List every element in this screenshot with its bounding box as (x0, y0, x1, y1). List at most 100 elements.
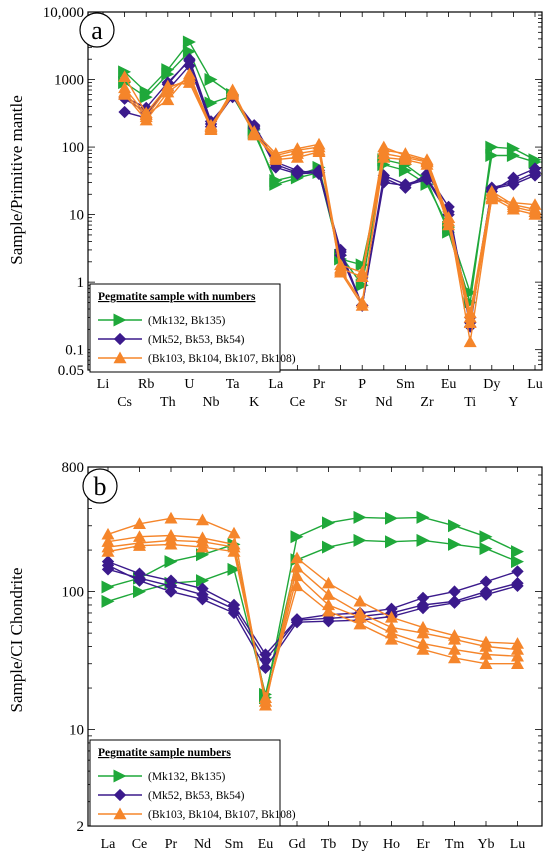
green-triangle-marker (385, 511, 398, 525)
x-tick-label: Sr (334, 395, 347, 410)
orange-triangle-marker (506, 196, 520, 208)
orange-triangle-marker (322, 604, 335, 617)
orange-triangle-marker (259, 691, 272, 703)
x-tick-label: Nd (375, 395, 392, 410)
green-triangle-marker (511, 555, 524, 569)
purple-diamond-marker (113, 788, 127, 802)
orange-triangle-marker (463, 335, 477, 348)
orange-triangle-marker (164, 511, 178, 524)
orange-triangle-marker (442, 211, 456, 223)
x-tick-label: Th (160, 395, 176, 410)
purple-diamond-marker (118, 105, 131, 119)
y-tick-label: 10 (69, 208, 84, 224)
x-tick-label: Nb (202, 395, 219, 410)
green-triangle-marker (101, 594, 115, 608)
orange-triangle-marker (118, 70, 132, 82)
y-tick-label: 0.05 (58, 363, 84, 379)
purple-diamond-marker (113, 332, 127, 346)
x-tick-label: Li (97, 377, 110, 392)
orange-triangle-marker (355, 265, 369, 278)
orange-triangle-marker (133, 517, 146, 530)
green-triangle-marker (385, 535, 398, 549)
orange-triangle-marker (416, 626, 430, 639)
orange-triangle-marker (161, 93, 175, 106)
purple-diamond-marker (196, 588, 209, 601)
y-tick-label: 1000 (54, 73, 84, 89)
orange-triangle-marker (269, 153, 283, 165)
orange-triangle-marker (377, 140, 391, 153)
green-triangle-marker (133, 585, 146, 599)
series-line-purple (107, 560, 518, 656)
green-triangle-marker (511, 545, 524, 559)
orange-triangle-marker (355, 295, 369, 308)
x-tick-label: Pr (313, 377, 326, 392)
x-tick-label: Yb (477, 837, 494, 852)
orange-triangle-marker (463, 316, 477, 328)
orange-triangle-marker (196, 540, 209, 553)
purple-diamond-marker (164, 579, 178, 593)
orange-triangle-marker (416, 643, 430, 655)
legend-title: Pegmatite sample with numbers (98, 291, 256, 303)
green-triangle-marker (204, 96, 218, 110)
purple-diamond-marker (183, 54, 196, 67)
orange-triangle-marker (101, 545, 115, 557)
orange-triangle-marker (485, 184, 499, 197)
green-triangle-marker (479, 530, 493, 544)
orange-triangle-marker (398, 153, 412, 165)
x-tick-label: Ta (226, 377, 241, 392)
purple-diamond-marker (291, 167, 304, 181)
x-tick-label: Nd (194, 837, 211, 852)
purple-diamond-marker (416, 591, 430, 605)
green-triangle-marker (448, 519, 461, 533)
purple-diamond-marker (101, 563, 115, 576)
orange-triangle-marker (385, 632, 398, 645)
series-line-orange (123, 76, 536, 314)
orange-triangle-marker (479, 657, 493, 669)
green-triangle-marker (139, 90, 153, 104)
orange-triangle-marker (164, 537, 178, 550)
x-tick-label: Gd (288, 837, 305, 852)
orange-triangle-marker (385, 610, 398, 623)
legend-entry-label: (Bk103, Bk104, Bk107, Bk108) (148, 809, 296, 821)
orange-triangle-marker (161, 81, 175, 94)
legend-entry-label: (Mk52, Bk53, Bk54) (148, 790, 245, 802)
x-tick-label: Zr (420, 395, 434, 410)
green-triangle-marker (479, 542, 493, 556)
y-tick-label: 0.1 (65, 343, 84, 359)
purple-diamond-marker (399, 179, 412, 192)
purple-diamond-marker (479, 575, 493, 588)
orange-triangle-marker (118, 85, 132, 98)
orange-triangle-marker (353, 617, 367, 630)
orange-triangle-marker (312, 137, 326, 150)
x-tick-label: K (249, 395, 259, 410)
orange-triangle-marker (353, 610, 367, 623)
orange-triangle-marker (139, 110, 153, 123)
orange-triangle-marker (290, 569, 304, 582)
orange-triangle-marker (196, 513, 209, 526)
purple-diamond-marker (259, 653, 272, 667)
series-line-orange (107, 517, 518, 706)
orange-triangle-marker (479, 648, 493, 660)
orange-triangle-marker (416, 637, 430, 649)
green-triangle-marker (355, 258, 369, 272)
green-triangle-marker (353, 533, 367, 547)
orange-triangle-marker (133, 530, 146, 542)
orange-triangle-marker (204, 118, 218, 131)
legend-entry-label: (Mk132, Bk135) (148, 771, 225, 783)
x-tick-label: U (184, 377, 194, 392)
x-tick-label: Dy (351, 837, 368, 852)
x-tick-label: P (358, 377, 366, 392)
x-tick-label: Sm (225, 837, 244, 852)
orange-triangle-marker (133, 539, 146, 551)
green-triangle-marker (322, 540, 335, 554)
legend-entry-label: (Bk103, Bk104, Bk107, Bk108) (148, 353, 296, 365)
y-tick-label: 2 (77, 819, 85, 835)
green-triangle-marker (416, 510, 430, 524)
plot-frame (87, 11, 543, 371)
orange-triangle-marker (227, 526, 241, 539)
x-tick-label: Tb (321, 837, 337, 852)
purple-diamond-marker (290, 614, 304, 627)
series-line-green (124, 50, 536, 303)
x-tick-label: Cs (117, 395, 132, 410)
